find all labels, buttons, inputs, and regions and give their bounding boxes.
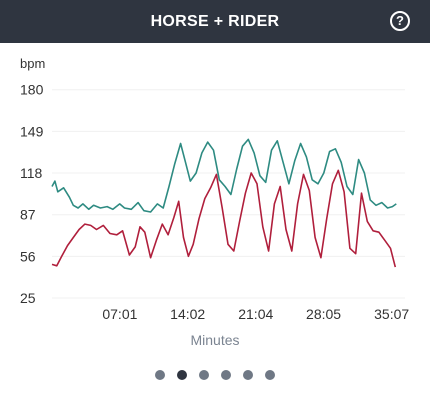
page-dot-3[interactable]: [199, 370, 209, 380]
y-axis-label: bpm: [20, 56, 45, 71]
help-icon[interactable]: ?: [390, 11, 410, 31]
x-tick-label: 35:07: [374, 306, 409, 322]
y-tick-label: 180: [20, 82, 44, 98]
chart-grid: [52, 89, 405, 299]
page-dot-1[interactable]: [155, 370, 165, 380]
x-tick-label: 14:02: [170, 306, 205, 322]
y-tick-label: 87: [20, 207, 36, 223]
page-dot-5[interactable]: [243, 370, 253, 380]
y-tick-label: 149: [20, 123, 44, 139]
y-tick-label: 56: [20, 248, 36, 264]
page-dot-2[interactable]: [177, 370, 187, 380]
x-axis-ticks: 07:01 14:02 21:04 28:05 35:07: [102, 306, 409, 322]
y-tick-label: 25: [20, 290, 36, 306]
page-indicator: [0, 370, 430, 382]
series-line-red: [51, 169, 397, 268]
y-tick-label: 118: [20, 165, 43, 181]
page-title: HORSE + RIDER: [150, 13, 280, 30]
heart-rate-chart: bpm 180 149 118 87 56 25 07:01 14:02 21:04 28:05…: [20, 56, 409, 348]
series-line-teal: [51, 138, 397, 213]
x-tick-label: 07:01: [102, 306, 137, 322]
y-axis-ticks: 180 149 118 87 56 25: [20, 82, 44, 306]
x-tick-label: 28:05: [306, 306, 341, 322]
x-tick-label: 21:04: [238, 306, 273, 322]
app-header: HORSE + RIDER ?: [0, 0, 430, 43]
page-dot-4[interactable]: [221, 370, 231, 380]
page-dot-6[interactable]: [265, 370, 275, 380]
x-axis-label: Minutes: [190, 332, 239, 348]
chart-series: [51, 138, 397, 268]
